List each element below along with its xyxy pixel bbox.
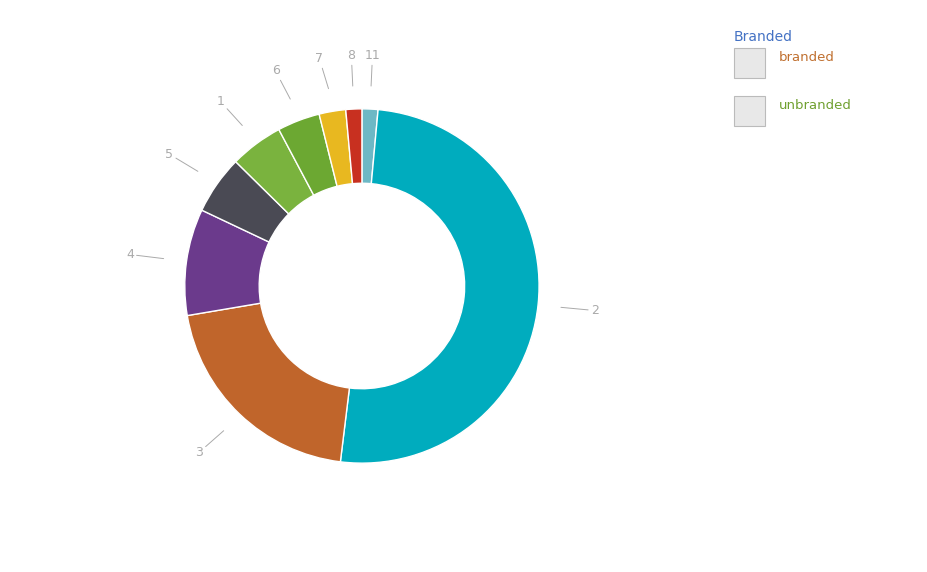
Text: 6: 6 <box>272 65 290 99</box>
Text: 4: 4 <box>126 248 163 261</box>
Wedge shape <box>362 109 377 184</box>
Text: 11: 11 <box>364 49 380 86</box>
Text: 7: 7 <box>315 53 328 89</box>
Text: 5: 5 <box>165 148 197 172</box>
Text: 3: 3 <box>195 431 223 459</box>
Wedge shape <box>319 110 352 186</box>
Bar <box>733 96 764 126</box>
Text: branded: branded <box>778 51 833 63</box>
Text: 8: 8 <box>347 49 355 86</box>
Wedge shape <box>184 210 269 316</box>
Text: 2: 2 <box>560 304 598 317</box>
Bar <box>733 47 764 78</box>
Text: Branded: Branded <box>733 30 792 43</box>
Wedge shape <box>346 109 362 184</box>
Wedge shape <box>340 110 539 463</box>
Wedge shape <box>187 303 349 462</box>
Text: unbranded: unbranded <box>778 99 850 112</box>
Text: 1: 1 <box>216 95 242 125</box>
Wedge shape <box>201 162 288 242</box>
Wedge shape <box>235 129 313 214</box>
Wedge shape <box>279 114 337 195</box>
